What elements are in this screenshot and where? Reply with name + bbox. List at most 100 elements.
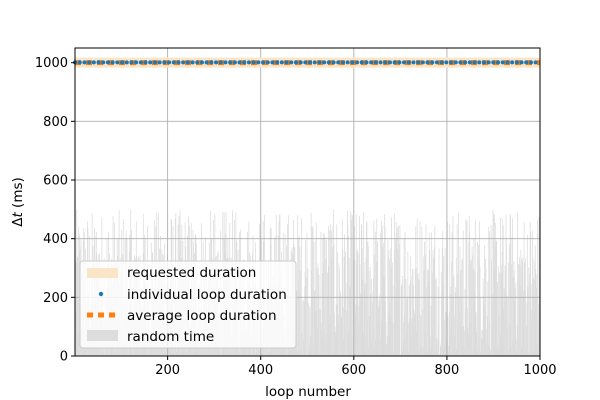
- random-time-bar: [411, 330, 412, 356]
- random-time-bar: [444, 345, 445, 356]
- random-time-bar: [77, 330, 79, 356]
- random-time-bar: [221, 341, 223, 356]
- random-time-bar: [366, 221, 368, 356]
- random-time-bar: [479, 266, 481, 356]
- random-time-bar: [352, 337, 354, 356]
- random-time-bar: [478, 244, 479, 356]
- random-time-bar: [482, 338, 484, 356]
- random-time-bar: [417, 273, 419, 356]
- plot-frame: [74, 47, 541, 357]
- random-time-bar: [539, 272, 540, 356]
- random-time-bar: [533, 296, 535, 356]
- random-time-bar: [504, 265, 506, 356]
- random-time-bar: [451, 262, 452, 356]
- random-time-bar: [361, 248, 363, 356]
- random-time-bar: [442, 231, 444, 356]
- random-time-bar: [402, 322, 404, 356]
- random-time-bar: [399, 244, 400, 356]
- random-time-bar: [421, 354, 423, 356]
- random-time-bar: [329, 314, 331, 356]
- random-time-bar: [467, 327, 469, 356]
- random-time-bar: [513, 277, 514, 356]
- random-time-bar: [390, 268, 392, 356]
- random-time-bar: [449, 286, 451, 356]
- random-time-bar: [384, 214, 385, 356]
- random-time-bar: [491, 294, 493, 356]
- random-time-bar: [418, 279, 420, 356]
- random-time-bar: [307, 352, 309, 356]
- random-time-bar: [381, 321, 383, 356]
- random-time-bar: [466, 220, 468, 356]
- random-time-bar: [294, 341, 296, 356]
- random-time-bar: [427, 352, 429, 356]
- random-time-bar: [530, 232, 532, 356]
- random-time-bar: [449, 224, 451, 356]
- random-time-bar: [358, 253, 360, 356]
- random-time-bar: [390, 248, 392, 356]
- random-time-bar: [516, 325, 518, 356]
- random-time-bar: [318, 283, 319, 356]
- random-time-bar: [128, 354, 129, 356]
- random-time-bar: [523, 221, 525, 356]
- random-time-bar: [324, 334, 326, 356]
- random-time-bar: [164, 351, 166, 356]
- random-time-bar: [305, 277, 307, 356]
- random-time-bar: [430, 305, 432, 356]
- random-time-bar: [536, 344, 538, 356]
- random-time-bar: [454, 292, 456, 356]
- random-time-bar: [184, 343, 186, 356]
- random-time-bar: [536, 287, 538, 356]
- random-time-bar: [460, 325, 461, 356]
- random-time-bar: [313, 241, 315, 356]
- random-time-bar: [500, 217, 501, 356]
- random-time-bar: [405, 339, 406, 356]
- random-time-bar: [420, 347, 422, 356]
- random-time-bar: [493, 241, 494, 356]
- random-time-bar: [469, 232, 471, 356]
- random-time-bar: [425, 224, 427, 356]
- y-tick-label: 0: [60, 350, 68, 365]
- random-time-bar: [372, 302, 373, 356]
- random-time-bar: [413, 315, 415, 356]
- random-time-bar: [426, 339, 427, 356]
- random-time-bar: [435, 277, 437, 356]
- random-time-bar: [503, 308, 505, 356]
- random-time-bar: [365, 336, 366, 356]
- random-time-bar: [482, 278, 484, 356]
- random-time-bar: [413, 309, 415, 356]
- random-time-bar: [408, 285, 410, 356]
- random-time-bar: [527, 352, 529, 356]
- random-time-bar: [387, 312, 389, 356]
- random-time-bar: [534, 245, 536, 356]
- random-time-bar: [319, 309, 321, 356]
- random-time-bar: [460, 269, 462, 356]
- random-time-bar: [378, 299, 380, 356]
- random-time-bar: [365, 257, 367, 356]
- random-time-bar: [335, 327, 337, 356]
- random-time-bar: [311, 270, 312, 356]
- random-time-bar: [534, 261, 536, 356]
- random-time-bar: [413, 284, 414, 356]
- random-time-bar: [346, 283, 348, 356]
- random-time-bar: [525, 348, 527, 356]
- random-time-bar: [310, 212, 312, 356]
- random-time-bar: [362, 279, 364, 356]
- random-time-bar: [385, 320, 387, 356]
- random-time-bar: [78, 226, 80, 356]
- random-time-bar: [325, 340, 326, 356]
- random-time-bar: [435, 351, 437, 356]
- random-time-bar: [427, 269, 429, 356]
- random-time-bar: [525, 258, 526, 356]
- random-time-bar: [481, 330, 483, 356]
- random-time-bar: [377, 308, 379, 356]
- random-time-bar: [348, 257, 350, 356]
- random-time-bar: [394, 250, 396, 356]
- random-time-bar: [429, 336, 431, 356]
- random-time-bar: [308, 306, 310, 356]
- random-time-bar: [384, 226, 386, 356]
- random-time-bar: [532, 257, 534, 356]
- random-time-bar: [250, 354, 252, 356]
- random-time-bar: [427, 269, 428, 356]
- random-time-bar: [355, 313, 357, 356]
- x-tick-label: 400: [248, 363, 273, 378]
